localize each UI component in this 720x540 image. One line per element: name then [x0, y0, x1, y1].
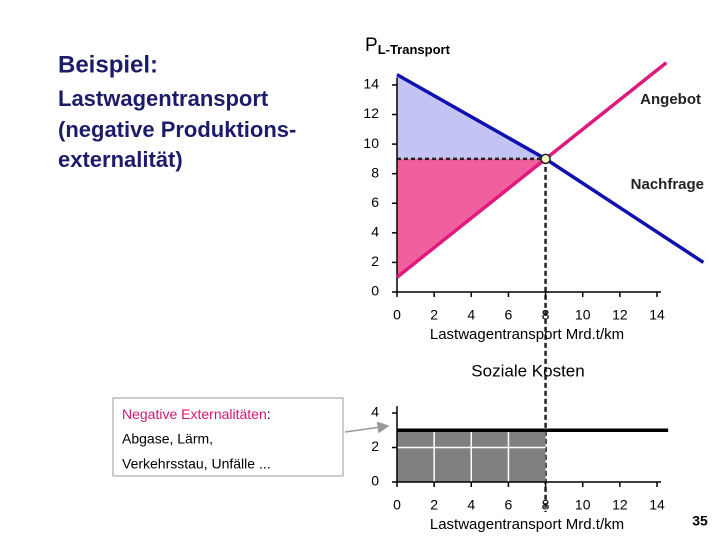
x-tick-label: 10: [575, 307, 591, 323]
x-tick-label: 8: [542, 307, 550, 323]
y-tick-label: 4: [371, 224, 379, 240]
x-tick-label: 14: [649, 307, 665, 323]
x-tick-label: 2: [430, 497, 438, 513]
arrow: [344, 421, 390, 434]
x-tick-label: 6: [505, 497, 513, 513]
y-tick-label: 14: [363, 76, 379, 92]
note-line: Abgase, Lärm,: [122, 431, 213, 447]
note-term: Negative Externalitäten: [122, 406, 267, 422]
y-tick-label: 10: [363, 135, 379, 151]
chart-title: Soziale Kosten: [471, 361, 584, 380]
y-tick-label: 4: [371, 404, 379, 420]
x-tick-label: 0: [393, 497, 401, 513]
x-tick-label: 4: [467, 497, 475, 513]
equilibrium-point: [540, 153, 551, 165]
x-tick-label: 14: [649, 497, 665, 513]
x-tick-label: 12: [612, 497, 628, 513]
subtitle: (negative Produktions-: [58, 117, 296, 142]
subtitle: externalität): [58, 147, 183, 172]
x-tick-label: 4: [467, 307, 475, 323]
x-tick-label: 2: [430, 307, 438, 323]
note-box: [112, 397, 344, 477]
y-tick-label: 6: [371, 194, 379, 210]
x-tick-label: 6: [505, 307, 513, 323]
x-tick-label: 0: [393, 307, 401, 323]
y-axis-label-sub: L-Transport: [378, 42, 451, 57]
charts: 0 2 4 6 8 10 12 14 0 2 4 6 8 10 12 14 Lastwagentransport…: [363, 35, 705, 533]
y-tick-label: 2: [371, 438, 379, 454]
x-tick-label: 8: [542, 497, 550, 513]
y-tick-label: 8: [371, 164, 379, 180]
y-tick-label: 12: [363, 105, 379, 121]
heading: Beispiel:: [58, 51, 158, 78]
x-axis-label: Lastwagentransport Mrd.t/km: [430, 326, 624, 343]
x-tick-label: 12: [612, 307, 628, 323]
note-line: Negative Externalitäten:: [122, 406, 271, 422]
note-line: Verkehrsstau, Unfälle ...: [122, 456, 271, 472]
x-axis-label: Lastwagentransport Mrd.t/km: [430, 516, 624, 533]
y-tick-label: 0: [371, 473, 379, 489]
y-tick-label: 2: [371, 253, 379, 269]
series-label: Nachfrage: [631, 176, 704, 193]
subtitle: Lastwagentransport: [58, 86, 269, 111]
page-number: 35: [692, 513, 708, 529]
y-tick-label: 0: [371, 283, 379, 299]
x-tick-label: 10: [575, 497, 591, 513]
y-axis-label-main: P: [365, 35, 378, 56]
note-suffix: :: [267, 406, 271, 422]
y-axis-label: PL-Transport: [365, 35, 451, 57]
series-label: Angebot: [640, 91, 701, 108]
